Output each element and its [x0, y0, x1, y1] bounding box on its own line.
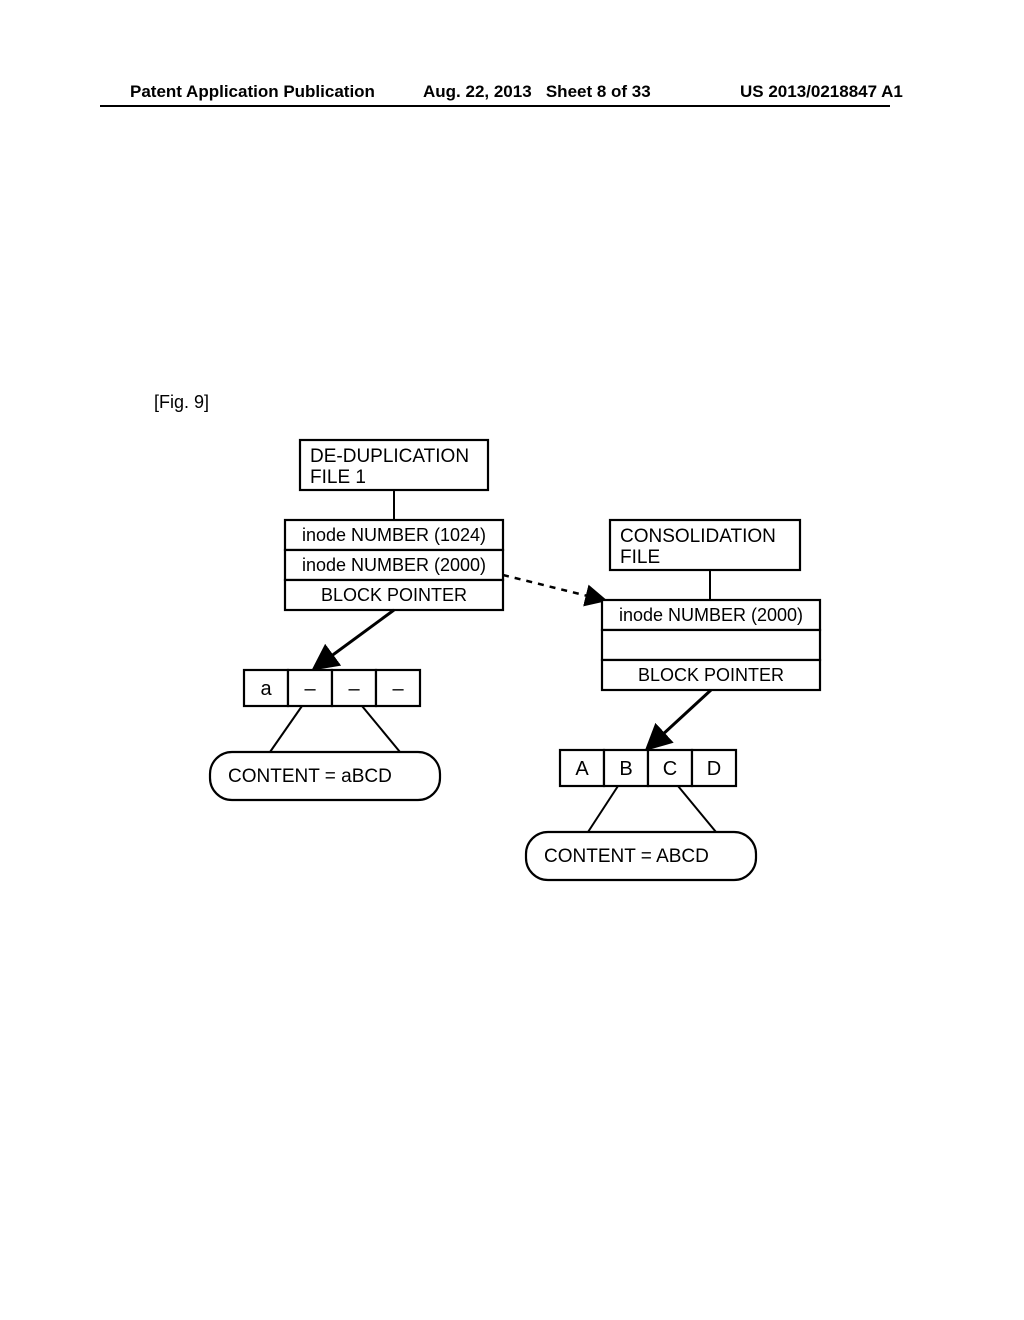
dedup-blockptr-text: BLOCK POINTER: [321, 585, 467, 605]
header-sheet: Sheet 8 of 33: [546, 82, 651, 101]
header-pubnum: US 2013/0218847 A1: [740, 82, 903, 102]
dedup-cell-3: –: [392, 678, 404, 700]
consol-inode-text: inode NUMBER (2000): [619, 605, 803, 625]
dedup-callout-text: CONTENT = aBCD: [228, 766, 392, 787]
dedup-title-l1: DE-DUPLICATION: [310, 446, 469, 467]
page: Patent Application Publication Aug. 22, …: [0, 0, 1024, 1320]
dedup-ptr-arrow: [315, 610, 394, 668]
header-rule: [100, 105, 890, 107]
dedup-title-l2: FILE 1: [310, 467, 366, 488]
dedup-inode1-text: inode NUMBER (1024): [302, 525, 486, 545]
consol-callout-text: CONTENT = ABCD: [544, 846, 709, 867]
dedup-cell-2: –: [348, 678, 360, 700]
cross-reference-arrow: [503, 575, 604, 600]
consol-blockptr-text: BLOCK POINTER: [638, 665, 784, 685]
header-mid: Aug. 22, 2013 Sheet 8 of 33: [423, 82, 651, 102]
consol-blank-row: [602, 630, 820, 660]
consol-title-l1: CONSOLIDATION: [620, 526, 776, 547]
consol-ptr-arrow: [648, 690, 711, 748]
consol-cell-0: A: [575, 758, 589, 780]
figure-9-diagram: DE-DUPLICATION FILE 1 inode NUMBER (1024…: [210, 430, 860, 910]
figure-label: [Fig. 9]: [154, 392, 209, 413]
header-date: Aug. 22, 2013: [423, 82, 532, 101]
dedup-inode2-text: inode NUMBER (2000): [302, 555, 486, 575]
dedup-cell-0: a: [260, 678, 272, 700]
consol-cell-1: B: [619, 758, 632, 780]
consol-blocks: A B C D: [560, 750, 736, 786]
dedup-cell-1: –: [304, 678, 316, 700]
consol-cell-3: D: [707, 758, 721, 780]
consol-title-l2: FILE: [620, 547, 660, 568]
dedup-blocks: a – – –: [244, 670, 420, 706]
header-left: Patent Application Publication: [130, 82, 375, 102]
consol-cell-2: C: [663, 758, 677, 780]
